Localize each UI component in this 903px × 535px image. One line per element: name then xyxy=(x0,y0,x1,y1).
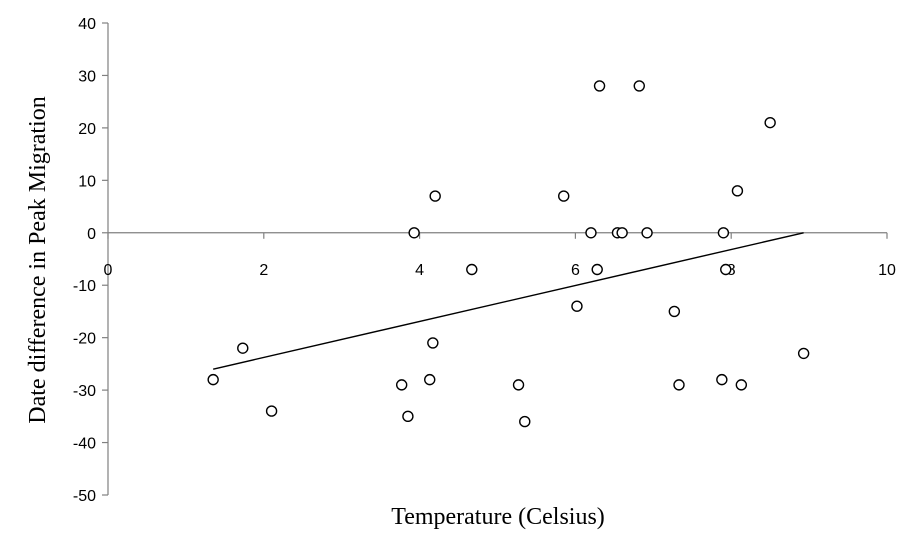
data-point xyxy=(585,227,597,239)
y-tick-label: -40 xyxy=(73,436,96,453)
data-point xyxy=(395,379,408,391)
data-point xyxy=(717,227,730,239)
data-point xyxy=(424,373,436,386)
x-tick-label: 0 xyxy=(104,262,113,279)
data-points xyxy=(207,80,810,428)
data-point xyxy=(673,379,685,391)
trendline xyxy=(213,232,804,370)
data-point xyxy=(402,410,414,423)
data-point xyxy=(427,337,439,349)
data-point xyxy=(519,415,531,428)
data-point xyxy=(735,379,748,391)
y-tick-label: 40 xyxy=(78,16,96,33)
y-tick-label: 20 xyxy=(78,121,96,138)
data-point xyxy=(408,227,420,239)
x-tick-label: 10 xyxy=(878,262,896,279)
data-point xyxy=(797,347,810,360)
y-tick-label: 30 xyxy=(78,68,96,85)
data-point xyxy=(571,300,583,312)
y-tick-label: -10 xyxy=(73,278,96,295)
data-point xyxy=(558,190,570,202)
trendline-group xyxy=(213,232,804,370)
y-axis-title: Date difference in Peak Migration xyxy=(25,96,51,423)
data-point xyxy=(237,342,249,354)
data-point xyxy=(207,373,219,386)
x-tick-label: 2 xyxy=(259,262,268,279)
y-tick-label: 0 xyxy=(87,226,96,243)
x-tick-label: 4 xyxy=(415,262,424,279)
data-point xyxy=(512,379,525,391)
data-point xyxy=(716,373,728,386)
y-tick-label: -50 xyxy=(73,488,96,505)
data-point xyxy=(764,116,776,129)
y-tick-label: 10 xyxy=(78,173,96,190)
data-point xyxy=(720,263,732,276)
y-tick-label: -30 xyxy=(73,383,96,400)
x-tick-label: 6 xyxy=(571,262,580,279)
data-point xyxy=(591,263,603,276)
data-point xyxy=(265,405,278,417)
axes xyxy=(102,22,888,496)
data-point xyxy=(616,227,628,239)
y-tick-label: -20 xyxy=(73,331,96,348)
data-point xyxy=(731,185,744,197)
data-point xyxy=(633,80,645,92)
x-axis-title: Temperature (Celsius) xyxy=(391,504,605,530)
data-point xyxy=(466,263,478,276)
data-point xyxy=(429,190,441,202)
data-point xyxy=(593,80,606,92)
data-point xyxy=(641,227,653,239)
data-point xyxy=(668,305,681,318)
